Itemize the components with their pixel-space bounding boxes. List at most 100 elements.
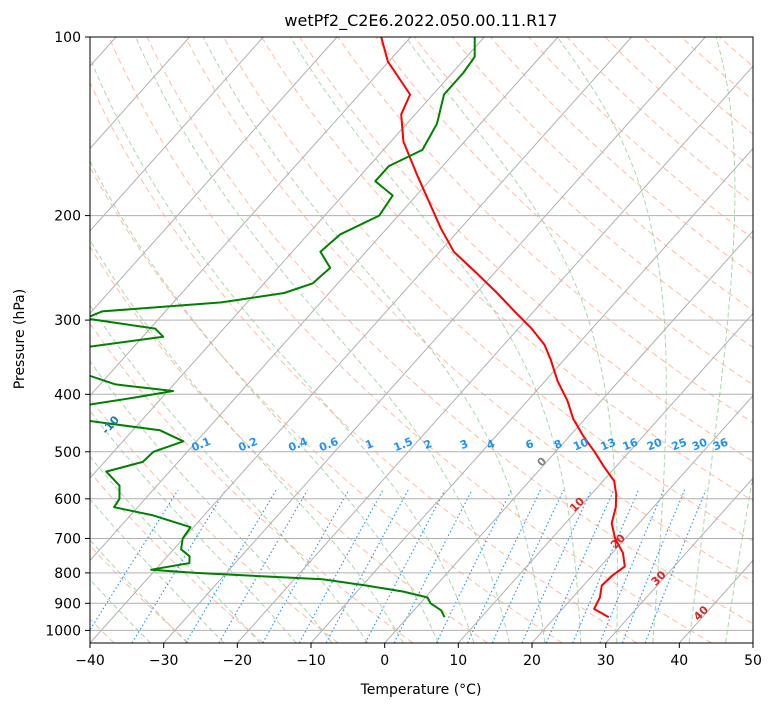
mixing-ratio-line [521, 489, 592, 643]
mixing-ratio-line [435, 489, 512, 643]
mixing-ratio-line [131, 489, 226, 643]
x-axis-ticks: −40 −30 −20 −10 0 10 20 30 40 50 [75, 643, 762, 669]
isotherm-line [90, 37, 338, 315]
dry-adiabat-line [108, 37, 712, 643]
y-axis-label: Pressure (hPa) [12, 289, 28, 389]
moist-adiabat-line [556, 37, 667, 643]
x-tick-label: −40 [75, 653, 105, 669]
dry-adiabat-label: -10 [99, 413, 122, 437]
mixing-ratio-label: 4 [485, 437, 497, 452]
moist-adiabat-line [762, 37, 775, 643]
isotherm-line [678, 559, 753, 643]
y-tick-label: 500 [54, 445, 81, 461]
mixing-ratio-label: 8 [552, 437, 564, 452]
isotherm-line [384, 230, 753, 643]
mixing-ratio-line [572, 489, 640, 643]
isotherm-line [236, 65, 753, 643]
pressure-grid [90, 37, 753, 631]
mixing-ratio-label: 20 [645, 436, 664, 454]
isotherm-line [90, 37, 485, 479]
dry-adiabat-line [90, 166, 563, 643]
x-tick-label: −30 [149, 653, 179, 669]
dry-adiabat-line [375, 37, 753, 386]
mixing-ratio-label: 2 [422, 437, 434, 452]
dry-adiabat-line [222, 37, 753, 542]
dry-adiabat-line [90, 397, 339, 643]
mixing-ratio-line [545, 489, 615, 643]
dry-adiabat-line [604, 37, 753, 170]
mixing-ratio-line [298, 489, 384, 643]
y-axis-ticks: 100 200 300 400 500 600 700 800 900 1000 [45, 30, 90, 639]
moist-adiabat-line [90, 539, 188, 643]
isotherm-line [90, 37, 559, 562]
dry-adiabat-line [90, 246, 488, 643]
moist-adiabat-line [202, 37, 546, 643]
dry-adiabat-line [528, 37, 753, 240]
chart-title: wetPf2_C2E6.2022.050.00.11.R17 [284, 11, 557, 31]
dry-adiabat-line [90, 81, 638, 643]
moist-adiabat-line [90, 578, 151, 643]
isotherm-line [457, 312, 753, 643]
sounding-line [380, 37, 626, 619]
isotherm-line [90, 37, 190, 150]
isotherm-line [531, 394, 753, 643]
mixing-ratio-line [491, 489, 565, 643]
moist-adiabat-line [90, 455, 261, 643]
mixing-ratio-label: 1 [363, 437, 375, 452]
mixing-ratio-label: 3 [458, 437, 470, 452]
moist-adiabat-line [688, 37, 736, 643]
dry-adiabat-line [566, 37, 753, 205]
mixing-ratio-label: 30 [690, 436, 709, 454]
moist-adiabat-line [90, 160, 439, 643]
mixing-ratio-line [621, 489, 686, 643]
y-tick-label: 200 [54, 209, 81, 225]
isotherm-line [90, 37, 411, 397]
y-tick-label: 400 [54, 387, 81, 403]
moist-adiabat-line [90, 360, 333, 643]
moist-adiabat-line [90, 239, 404, 643]
moist-adiabat-line [90, 498, 225, 643]
dry-adiabat-line [337, 37, 753, 424]
isotherm-line [163, 37, 706, 643]
dry-adiabat-line [490, 37, 753, 276]
y-tick-label: 1000 [45, 623, 81, 639]
sounding-series [90, 37, 626, 619]
isotherm-line [90, 37, 264, 232]
moist-adiabat-line [90, 410, 297, 643]
mixing-ratio-label: 25 [670, 436, 689, 454]
mixing-ratio-label: 6 [524, 437, 536, 452]
isotherm-line [752, 642, 753, 643]
y-tick-label: 700 [54, 532, 81, 548]
moist-adiabat-line [289, 37, 582, 643]
x-tick-label: 40 [670, 653, 688, 669]
isotherm-label: 40 [691, 603, 711, 623]
x-tick-label: 30 [597, 653, 615, 669]
x-tick-label: −10 [296, 653, 326, 669]
dry-adiabat-line [642, 37, 753, 135]
sounding-line [90, 37, 476, 618]
isotherm-label: 20 [608, 531, 628, 551]
dry-adiabat-line [719, 37, 753, 68]
mixing-ratio-label: 16 [621, 436, 640, 454]
mixing-ratio-label: 13 [599, 436, 618, 454]
dry-adiabat-line [90, 322, 414, 643]
dry-adiabat-line [452, 37, 753, 312]
mixing-ratio-label: 10 [571, 436, 590, 454]
mixing-ratio-lines [90, 489, 707, 643]
x-tick-label: 10 [449, 653, 467, 669]
dry-adiabat-line [413, 37, 753, 349]
x-tick-label: 0 [380, 653, 389, 669]
mixing-ratio-label: 36 [711, 436, 730, 454]
isotherm-label: 10 [567, 494, 587, 514]
y-tick-label: 900 [54, 596, 81, 612]
y-tick-label: 100 [54, 30, 81, 46]
isotherm-line [310, 147, 753, 643]
x-tick-label: 50 [744, 653, 762, 669]
dry-adiabat-line [146, 37, 753, 625]
mixing-ratio-line [325, 489, 409, 643]
mixing-ratio-line [364, 489, 446, 643]
isotherm-line [90, 37, 632, 643]
x-axis-label: Temperature (°C) [360, 682, 482, 698]
x-tick-label: 20 [523, 653, 541, 669]
